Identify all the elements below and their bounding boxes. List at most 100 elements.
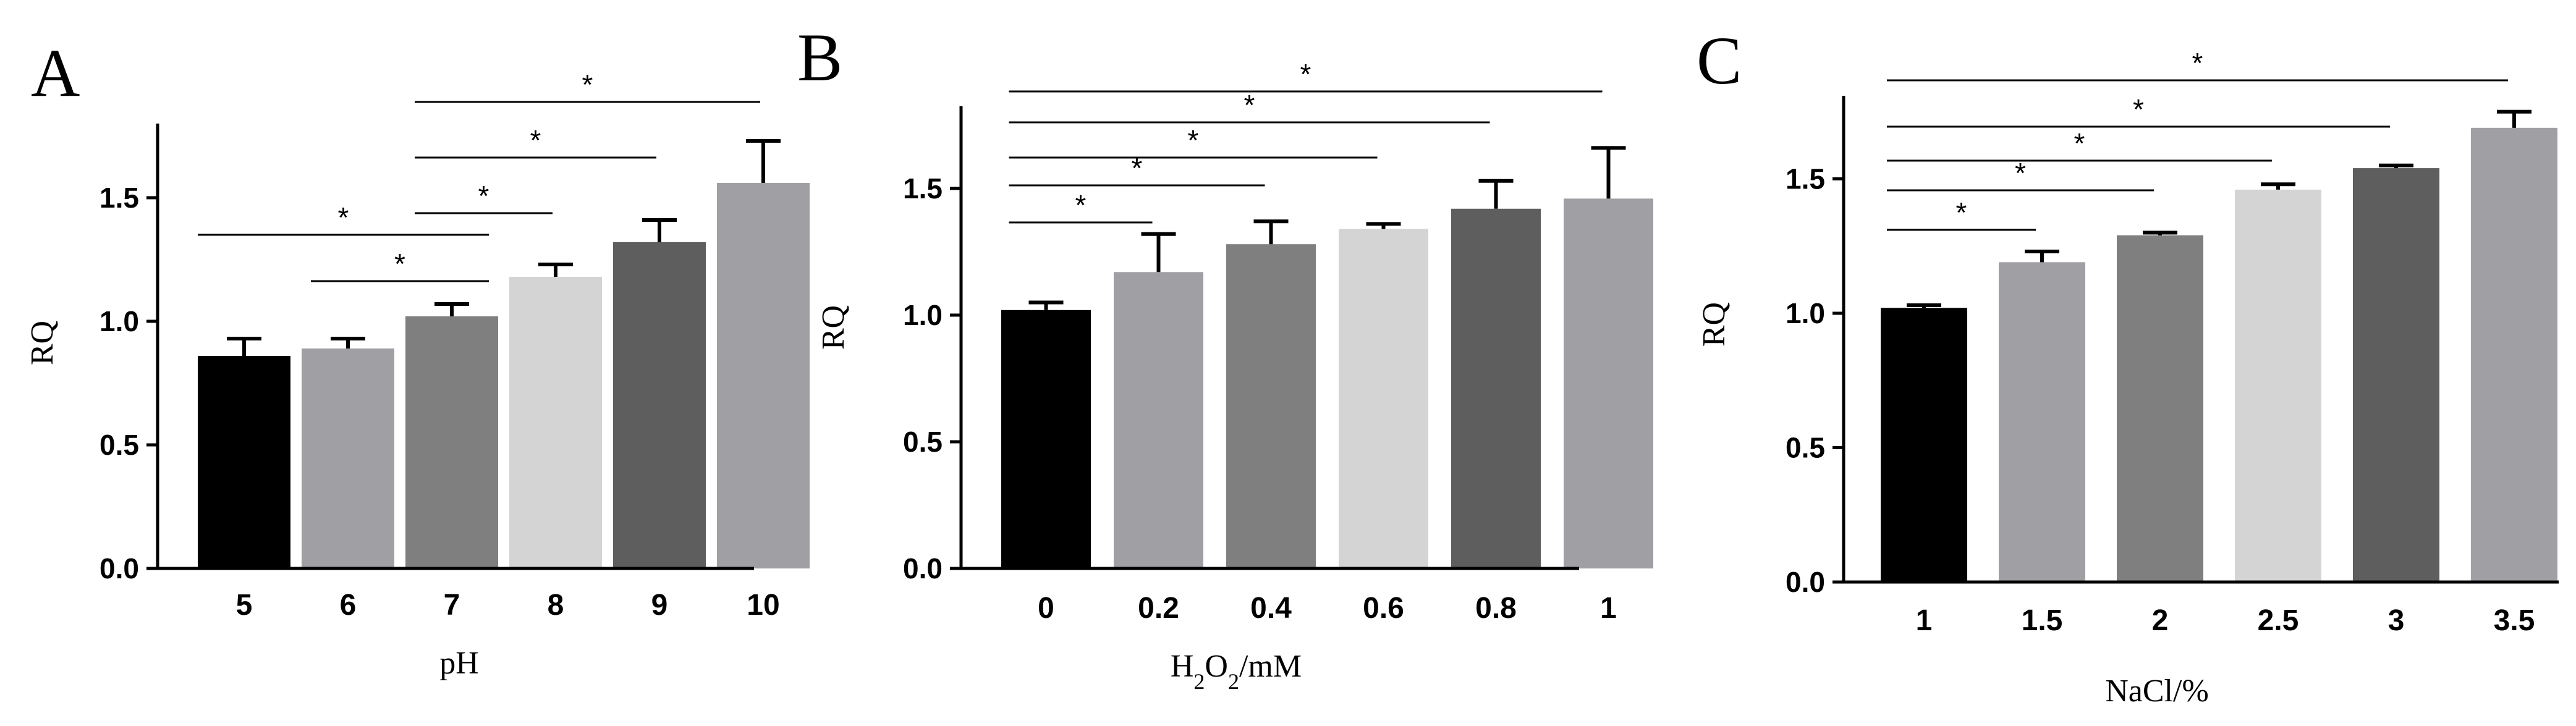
panel-c-significance-star: * [2015,157,2026,189]
panel-b-axes [959,106,1579,570]
panel-a-ytick-label: 0.5 [100,429,139,461]
panel-a-error-bar [538,263,573,277]
panel-c-bar [2353,168,2439,583]
panel-b-ytick-label: 0.0 [903,552,943,585]
panel-a-significance-star: * [338,201,349,234]
panel-b-error-bar [1591,146,1626,199]
panel-a-error-bar [642,218,677,242]
panel-a-error-bar [434,302,469,316]
panel-a-axes [156,124,754,570]
panel-a-xlabel: pH [439,646,479,681]
panel-c-bar [1881,308,1967,582]
panel-b-significance-star: * [1188,124,1199,156]
panel-b-xtick-label: 0.6 [1363,592,1404,625]
panel-c-ylabel: RQ [1697,302,1732,347]
panel-a: A 0.0 0.5 1.0 1.5 5 6 7 8 9 10 * * * * * RQ pH [25,35,810,681]
panel-b-xtick-label: 0.2 [1138,592,1179,625]
panel-a-xtick-label: 8 [548,589,564,622]
panel-b-letter: B [797,20,842,95]
panel-b-xtick-label: 0.4 [1250,592,1292,625]
panel-b: B 0.0 0.5 1.0 1.5 0 0.2 0.4 0.6 0.8 1 * * * * * RQ H2O… [797,20,1653,694]
panel-a-xtick-label: 7 [444,589,460,622]
panel-c-letter: C [1697,23,1742,98]
panel-c-xtick-label: 1 [1916,604,1933,637]
panel-b-significance-star: * [1075,189,1087,221]
panel-b-bar [1564,198,1653,568]
panel-a-bar [302,348,394,568]
panel-b-significance-star: * [1132,152,1143,184]
panel-c-xtick-label: 2.5 [2258,604,2299,637]
panel-b-ylabel: RQ [816,305,851,350]
panel-b-error-bar [1141,232,1176,272]
panel-b-xtick-label: 0 [1038,592,1054,625]
panel-c-significance-star: * [2133,93,2144,125]
panel-c-xtick-label: 3.5 [2494,604,2535,637]
panel-a-bar [509,277,602,568]
panel-c-bar [2471,127,2557,583]
panel-a-xtick-label: 5 [236,589,253,622]
panel-c-significance-star: * [1956,196,1967,229]
panel-c-xtick-label: 2 [2152,604,2169,637]
panel-a-bar [198,356,290,568]
panel-a-significance-star: * [582,69,593,101]
panel-c-ytick-label: 0.0 [1786,566,1825,598]
panel-c-bar [1999,262,2085,583]
panel-a-letter: A [31,35,80,111]
panel-b-ytick-label: 1.0 [903,299,943,331]
panel-c-ytick-label: 1.5 [1786,163,1825,195]
panel-a-ytick-label: 1.5 [100,182,139,214]
panel-a-bars: 0.0 0.5 1.0 1.5 5 6 7 8 9 10 * * * * * [100,69,810,622]
panel-c-error-bar [2261,182,2295,190]
panel-b-bar [1114,272,1203,568]
panel-c: C 0.0 0.5 1.0 1.5 1 1.5 2 2.5 3 3.5 * * * * * RQ NaCl/… [1697,23,2559,709]
panel-c-error-bar [2497,109,2532,128]
panel-c-bar [2235,189,2321,582]
panel-b-bars: 0.0 0.5 1.0 1.5 0 0.2 0.4 0.6 0.8 1 * * * * * [903,58,1653,625]
panel-a-bar [405,316,498,568]
panel-a-xtick-label: 6 [340,589,357,622]
panel-b-ytick-label: 0.5 [903,426,943,458]
panel-a-error-bar [746,139,781,183]
panel-a-xtick-label: 9 [651,589,668,622]
panel-a-error-bar [227,337,261,356]
panel-c-bars: 0.0 0.5 1.0 1.5 1 1.5 2 2.5 3 3.5 * * * * * [1786,47,2557,637]
panel-c-ytick-label: 1.0 [1786,297,1825,329]
panel-b-bar [1001,310,1091,568]
panel-b-bar [1451,208,1541,568]
panel-c-xtick-label: 3 [2388,604,2405,637]
panel-c-error-bar [2379,163,2413,169]
panel-b-significance-star: * [1244,89,1255,121]
panel-b-xtick-label: 0.8 [1475,592,1517,625]
panel-b-ytick-label: 1.5 [903,172,943,205]
panel-c-ytick-label: 0.5 [1786,432,1825,464]
panel-c-error-bar [1907,303,1941,308]
panel-a-bar [717,183,810,568]
panel-b-error-bar [1366,222,1401,229]
panel-a-error-bar [331,337,365,348]
panel-b-significance-star: * [1300,58,1311,90]
panel-b-error-bar [1478,179,1514,209]
panel-b-xlabel: H2O2/mM [1171,649,1302,694]
panel-a-xtick-label: 10 [747,589,779,622]
panel-c-significance-star: * [2192,47,2203,79]
panel-a-bar [613,242,706,568]
panel-c-axes [1842,96,2559,584]
panel-b-xtick-label: 1 [1600,592,1617,625]
panel-a-significance-star: * [478,180,489,212]
panel-a-ytick-label: 0.0 [100,552,139,585]
panel-b-error-bar [1028,300,1064,310]
panel-a-significance-star: * [394,248,405,280]
panel-c-error-bar [2025,249,2059,263]
panel-b-error-bar [1253,219,1289,245]
panel-c-error-bar [2143,230,2177,235]
panel-a-ytick-label: 1.0 [100,305,139,337]
panel-c-xtick-label: 1.5 [2022,604,2063,637]
panel-b-bar [1226,244,1316,568]
panel-c-significance-star: * [2074,127,2085,159]
panel-a-ylabel: RQ [25,321,60,365]
panel-b-bar [1339,229,1428,569]
panel-c-bar [2117,235,2203,583]
panel-a-significance-star: * [530,124,541,156]
panel-c-xlabel: NaCl/% [2105,673,2209,709]
